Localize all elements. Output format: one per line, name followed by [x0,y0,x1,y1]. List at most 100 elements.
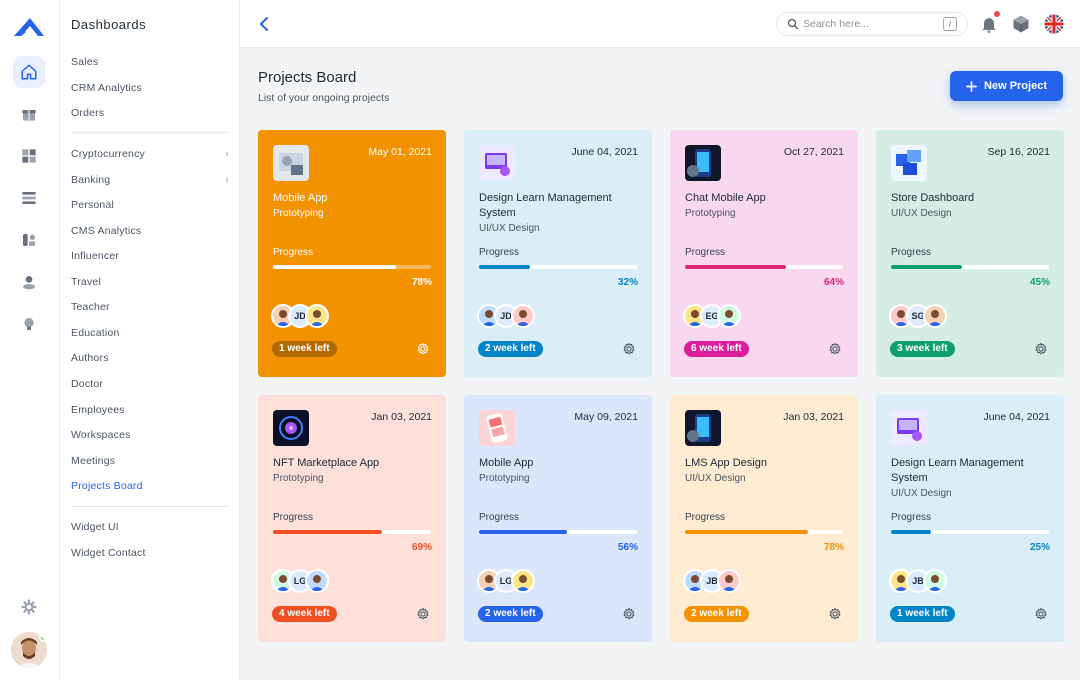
gift-icon[interactable] [13,98,45,130]
project-date: June 04, 2021 [571,146,638,158]
apps-icon[interactable] [13,224,45,256]
project-card[interactable]: Jan 03, 2021 LMS App Design UI/UX Design… [670,395,858,642]
menu-item-workspaces[interactable]: Workspaces [71,428,229,442]
menu-item-cryptocurrency[interactable]: Cryptocurrency › [71,147,229,161]
member-avatar[interactable] [305,304,329,328]
people-icon[interactable] [13,266,45,298]
settings-gear-icon[interactable] [622,342,636,356]
lightbulb-icon[interactable] [13,308,45,340]
menu-item-sales[interactable]: Sales [71,56,99,68]
project-name-block: Mobile App Prototyping [273,191,433,221]
menu-item-meetings[interactable]: Meetings [71,454,229,468]
deadline-badge: 3 week left [890,341,955,357]
search-box[interactable]: / [776,12,968,36]
settings-gear-icon[interactable] [828,607,842,621]
progress-fill [273,530,383,534]
grid-icon[interactable] [13,140,45,172]
deadline-badge: 2 week left [478,341,543,357]
member-avatar[interactable] [305,569,329,593]
settings-gear-icon[interactable] [828,342,842,356]
member-avatar[interactable] [717,304,741,328]
progress-bar [891,530,1049,534]
menu-item-employees[interactable]: Employees [71,403,229,417]
progress-percent: 56% [617,542,638,553]
online-status-dot [39,633,47,642]
search-input[interactable] [803,16,933,32]
settings-gear-icon[interactable] [1034,607,1048,621]
member-avatar[interactable] [717,569,741,593]
menu-item-label: Workspaces [71,429,131,442]
progress-bar [479,265,637,269]
back-icon[interactable] [258,15,270,33]
notification-dot [994,11,1000,17]
project-card[interactable]: June 04, 2021 Design Learn Management Sy… [464,130,652,377]
menu-item-education[interactable]: Education [71,326,229,340]
menu-item-label: Cryptocurrency [71,148,145,160]
project-card[interactable]: Jan 03, 2021 NFT Marketplace App Prototy… [258,395,446,642]
menu-item-doctor[interactable]: Doctor [71,377,229,391]
project-category: Prototyping [479,473,530,484]
settings-gear-icon[interactable] [1034,342,1048,356]
team-avatars: JD [477,304,535,328]
menu-item-projects-board[interactable]: Projects Board [71,479,229,493]
uk-flag-icon[interactable] [1044,14,1064,34]
settings-gear-icon[interactable] [622,607,636,621]
progress-percent: 32% [617,277,638,288]
menu-item-personal[interactable]: Personal [71,198,229,212]
deadline-badge: 4 week left [272,606,337,622]
new-project-button[interactable]: New Project [950,71,1063,101]
project-category: Prototyping [685,208,736,219]
project-category: UI/UX Design [891,488,952,499]
project-name: Design Learn Management System [479,192,612,219]
project-name-block: Store Dashboard UI/UX Design [891,191,1051,221]
team-avatars: JB [889,569,947,593]
project-name: Mobile App [273,192,328,204]
menu-item-orders[interactable]: Orders [71,107,105,120]
menu-item-teacher[interactable]: Teacher [71,300,229,314]
project-card[interactable]: May 09, 2021 Mobile App Prototyping Prog… [464,395,652,642]
menu-item-widget-contact[interactable]: Widget Contact [71,546,146,559]
team-avatars: JD [271,304,329,328]
project-category: UI/UX Design [891,208,952,219]
menu-item-authors[interactable]: Authors [71,351,229,365]
project-thumbnail [891,145,927,181]
member-avatar[interactable] [923,569,947,593]
logo-icon[interactable] [12,14,46,38]
project-card[interactable]: Sep 16, 2021 Store Dashboard UI/UX Desig… [876,130,1064,377]
settings-gear-icon[interactable] [416,607,430,621]
project-card[interactable]: May 01, 2021 Mobile App Prototyping Prog… [258,130,446,377]
menu-item-travel[interactable]: Travel [71,275,229,289]
menu-item-crm-analytics[interactable]: CRM Analytics [71,81,142,94]
bell-icon[interactable] [979,14,999,34]
menu-item-widget-ui[interactable]: Widget UI [71,521,119,533]
project-category: Prototyping [273,473,324,484]
progress-bar [273,530,431,534]
deadline-badge: 2 week left [684,606,749,622]
user-avatar[interactable] [11,632,47,668]
progress-label: Progress [273,247,314,258]
stack-icon[interactable] [13,182,45,214]
menu-item-banking[interactable]: Banking › [71,173,229,187]
member-avatar[interactable] [923,304,947,328]
progress-label: Progress [891,512,932,523]
project-card[interactable]: June 04, 2021 Design Learn Management Sy… [876,395,1064,642]
home-icon[interactable] [13,56,45,88]
settings-gear-icon[interactable] [416,342,430,356]
cube-icon[interactable] [1011,14,1031,34]
project-date: June 04, 2021 [983,411,1050,423]
project-card[interactable]: Oct 27, 2021 Chat Mobile App Prototyping… [670,130,858,377]
progress-fill [685,265,787,269]
menu-item-label: Teacher [71,301,110,314]
settings-icon[interactable] [13,591,45,623]
project-category: Prototyping [273,208,324,219]
deadline-badge: 6 week left [684,341,749,357]
member-avatar[interactable] [511,569,535,593]
project-name-block: Chat Mobile App Prototyping [685,191,845,221]
progress-percent: 64% [823,277,844,288]
menu-item-influencer[interactable]: Influencer [71,249,229,263]
menu-item-cms-analytics[interactable]: CMS Analytics [71,224,229,238]
project-date: May 09, 2021 [574,411,638,423]
progress-percent: 78% [823,542,844,553]
project-thumbnail [273,410,309,446]
member-avatar[interactable] [511,304,535,328]
